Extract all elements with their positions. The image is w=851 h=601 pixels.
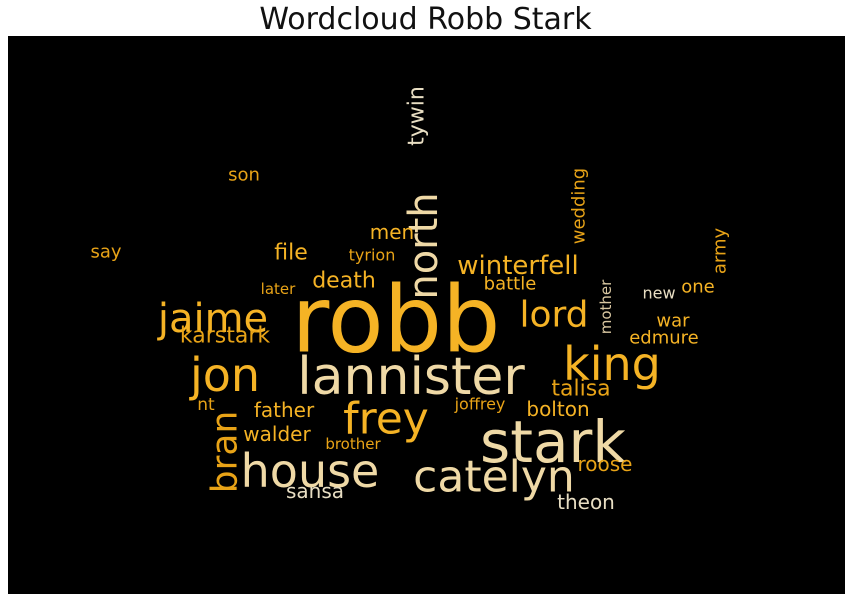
word-talisa: talisa	[551, 377, 610, 402]
word-sansa: sansa	[286, 479, 344, 503]
word-joffrey: joffrey	[454, 395, 506, 414]
word-stark: stark	[480, 408, 626, 476]
word-jon: jon	[189, 348, 260, 402]
word-robb: robb	[292, 267, 501, 374]
word-file: file	[274, 241, 308, 266]
word-jaime: jaime	[157, 296, 268, 342]
word-bran: bran	[205, 411, 246, 494]
word-lannister: lannister	[297, 347, 525, 407]
wordcloud-panel: robb stark lannister house catelyn frey king jo…	[8, 36, 845, 594]
word-bolton: bolton	[526, 397, 589, 421]
word-battle: battle	[484, 274, 537, 295]
word-edmure: edmure	[629, 328, 699, 349]
word-roose: roose	[578, 452, 633, 476]
word-say: say	[90, 242, 121, 263]
word-walder: walder	[243, 422, 311, 446]
word-house: house	[241, 444, 380, 498]
word-wedding: wedding	[569, 168, 590, 244]
word-men: men	[370, 220, 414, 244]
word-tywin: tywin	[405, 86, 430, 146]
word-mother: mother	[597, 279, 615, 334]
word-tyrion: tyrion	[349, 246, 396, 265]
word-brother: brother	[325, 435, 381, 453]
word-catelyn: catelyn	[413, 452, 575, 503]
word-frey: frey	[343, 394, 429, 445]
word-karstark: karstark	[180, 324, 270, 349]
word-lord: lord	[519, 295, 588, 336]
word-winterfell: winterfell	[457, 251, 578, 281]
word-father: father	[254, 398, 315, 422]
word-north: north	[401, 192, 447, 299]
word-army: army	[710, 228, 731, 275]
chart-title: Wordcloud Robb Stark	[259, 2, 592, 37]
word-later: later	[261, 280, 296, 298]
word-death: death	[312, 269, 376, 294]
word-nt: nt	[197, 395, 215, 415]
word-king: king	[563, 337, 661, 391]
word-theon: theon	[557, 490, 615, 514]
word-son: son	[228, 165, 260, 186]
word-war: war	[656, 311, 690, 332]
word-new: new	[642, 284, 675, 303]
word-one: one	[681, 277, 715, 298]
